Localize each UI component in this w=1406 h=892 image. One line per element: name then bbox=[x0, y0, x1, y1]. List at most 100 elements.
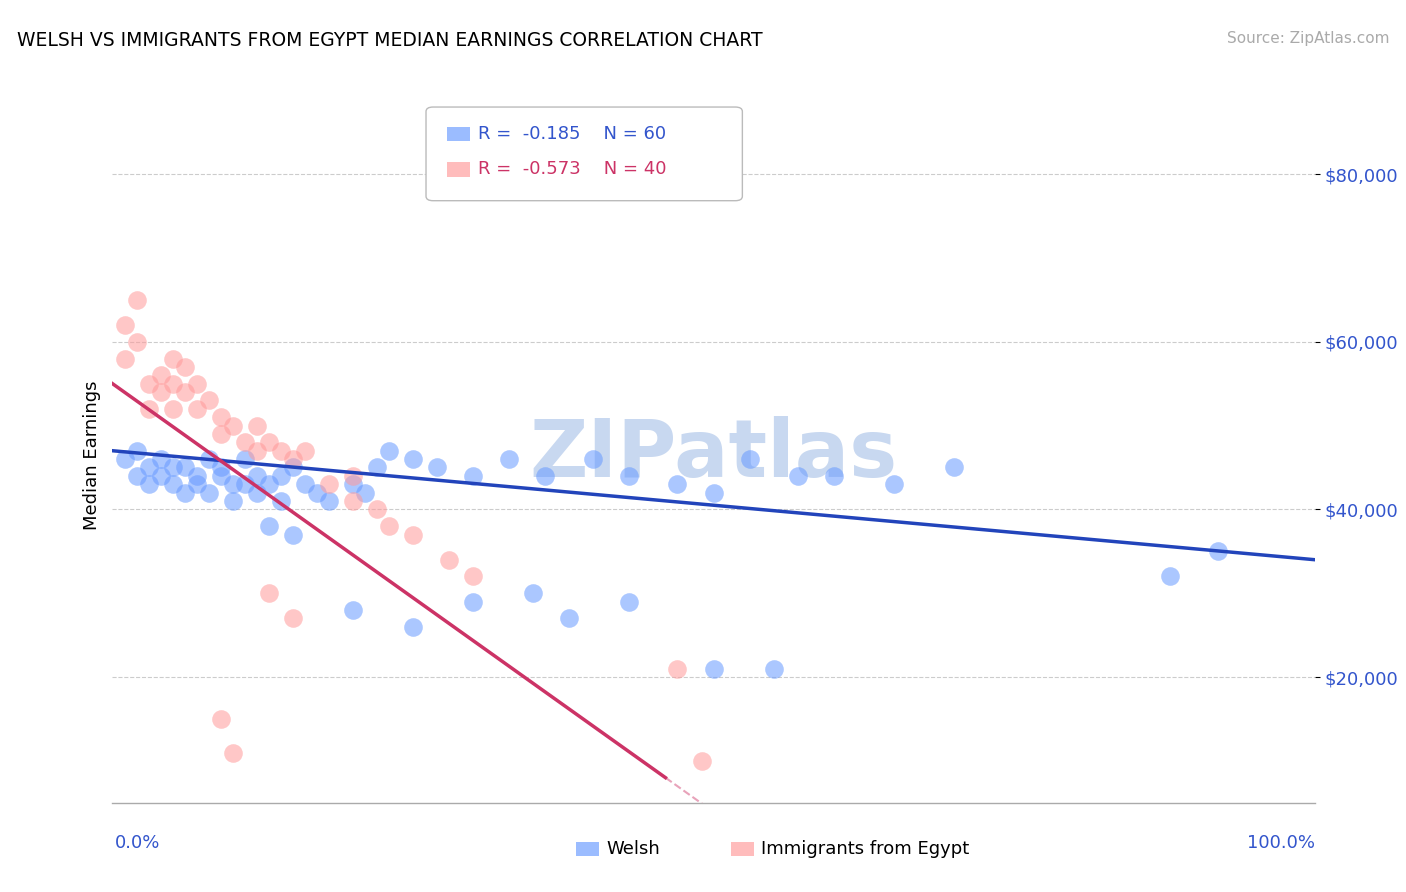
Point bbox=[762, 662, 785, 676]
Point bbox=[125, 334, 148, 349]
Point bbox=[270, 468, 292, 483]
Point bbox=[173, 359, 195, 374]
Point bbox=[378, 443, 401, 458]
Point bbox=[305, 485, 328, 500]
Point bbox=[149, 368, 172, 383]
Point bbox=[246, 443, 269, 458]
Point bbox=[162, 477, 184, 491]
Point bbox=[437, 552, 460, 566]
Point bbox=[619, 468, 641, 483]
Point bbox=[209, 468, 232, 483]
Point bbox=[209, 427, 232, 442]
Point bbox=[270, 443, 292, 458]
Point bbox=[114, 351, 136, 366]
Y-axis label: Median Earnings: Median Earnings bbox=[83, 380, 101, 530]
Point bbox=[114, 452, 136, 467]
Point bbox=[149, 468, 172, 483]
Point bbox=[342, 477, 364, 491]
Point bbox=[162, 376, 184, 391]
Point bbox=[690, 754, 713, 768]
Point bbox=[281, 611, 304, 625]
Point bbox=[186, 401, 208, 416]
Point bbox=[125, 443, 148, 458]
Point bbox=[233, 477, 256, 491]
Point bbox=[318, 477, 340, 491]
Point bbox=[281, 460, 304, 475]
Point bbox=[426, 460, 449, 475]
Point bbox=[786, 468, 808, 483]
Point bbox=[402, 620, 425, 634]
Point bbox=[197, 485, 219, 500]
Point bbox=[378, 519, 401, 533]
Point bbox=[149, 452, 172, 467]
Point bbox=[222, 477, 245, 491]
Point bbox=[246, 468, 269, 483]
Text: Welsh: Welsh bbox=[606, 840, 659, 858]
Point bbox=[233, 452, 256, 467]
Point bbox=[125, 468, 148, 483]
Point bbox=[294, 477, 316, 491]
Point bbox=[209, 712, 232, 726]
Point bbox=[222, 746, 245, 760]
Point bbox=[354, 485, 377, 500]
Point bbox=[186, 376, 208, 391]
Point bbox=[318, 494, 340, 508]
Text: R =  -0.185    N = 60: R = -0.185 N = 60 bbox=[478, 125, 666, 143]
Point bbox=[498, 452, 520, 467]
Point bbox=[281, 527, 304, 541]
Point bbox=[162, 401, 184, 416]
Point bbox=[558, 611, 581, 625]
Point bbox=[402, 527, 425, 541]
Point bbox=[246, 418, 269, 433]
Point bbox=[246, 485, 269, 500]
Point bbox=[233, 435, 256, 450]
Text: WELSH VS IMMIGRANTS FROM EGYPT MEDIAN EARNINGS CORRELATION CHART: WELSH VS IMMIGRANTS FROM EGYPT MEDIAN EA… bbox=[17, 31, 762, 50]
Point bbox=[342, 603, 364, 617]
Point bbox=[186, 468, 208, 483]
Point bbox=[197, 393, 219, 408]
Point bbox=[149, 385, 172, 400]
Point bbox=[186, 477, 208, 491]
Point bbox=[173, 460, 195, 475]
Point bbox=[138, 477, 160, 491]
Point bbox=[257, 519, 280, 533]
Point bbox=[342, 468, 364, 483]
Point bbox=[294, 443, 316, 458]
Point bbox=[281, 452, 304, 467]
Point bbox=[666, 662, 689, 676]
Point bbox=[342, 494, 364, 508]
Point bbox=[619, 594, 641, 608]
Point bbox=[883, 477, 905, 491]
Text: 0.0%: 0.0% bbox=[115, 834, 160, 852]
Point bbox=[522, 586, 544, 600]
Point bbox=[125, 293, 148, 307]
Point bbox=[738, 452, 761, 467]
Point bbox=[162, 460, 184, 475]
Point bbox=[209, 460, 232, 475]
Point bbox=[666, 477, 689, 491]
Point bbox=[162, 351, 184, 366]
Text: 100.0%: 100.0% bbox=[1247, 834, 1315, 852]
Point bbox=[534, 468, 557, 483]
Point bbox=[366, 502, 388, 516]
Point bbox=[1159, 569, 1181, 583]
Text: Source: ZipAtlas.com: Source: ZipAtlas.com bbox=[1226, 31, 1389, 46]
Point bbox=[209, 410, 232, 425]
Point bbox=[197, 452, 219, 467]
Point bbox=[1208, 544, 1230, 558]
Point bbox=[222, 494, 245, 508]
Point bbox=[461, 594, 484, 608]
Point bbox=[823, 468, 845, 483]
Point bbox=[582, 452, 605, 467]
Point bbox=[461, 569, 484, 583]
Point bbox=[173, 485, 195, 500]
Point bbox=[270, 494, 292, 508]
Point bbox=[257, 586, 280, 600]
Point bbox=[702, 485, 725, 500]
Text: Immigrants from Egypt: Immigrants from Egypt bbox=[761, 840, 969, 858]
Point bbox=[257, 477, 280, 491]
Point bbox=[173, 385, 195, 400]
Point bbox=[138, 376, 160, 391]
Point bbox=[402, 452, 425, 467]
Point bbox=[114, 318, 136, 332]
